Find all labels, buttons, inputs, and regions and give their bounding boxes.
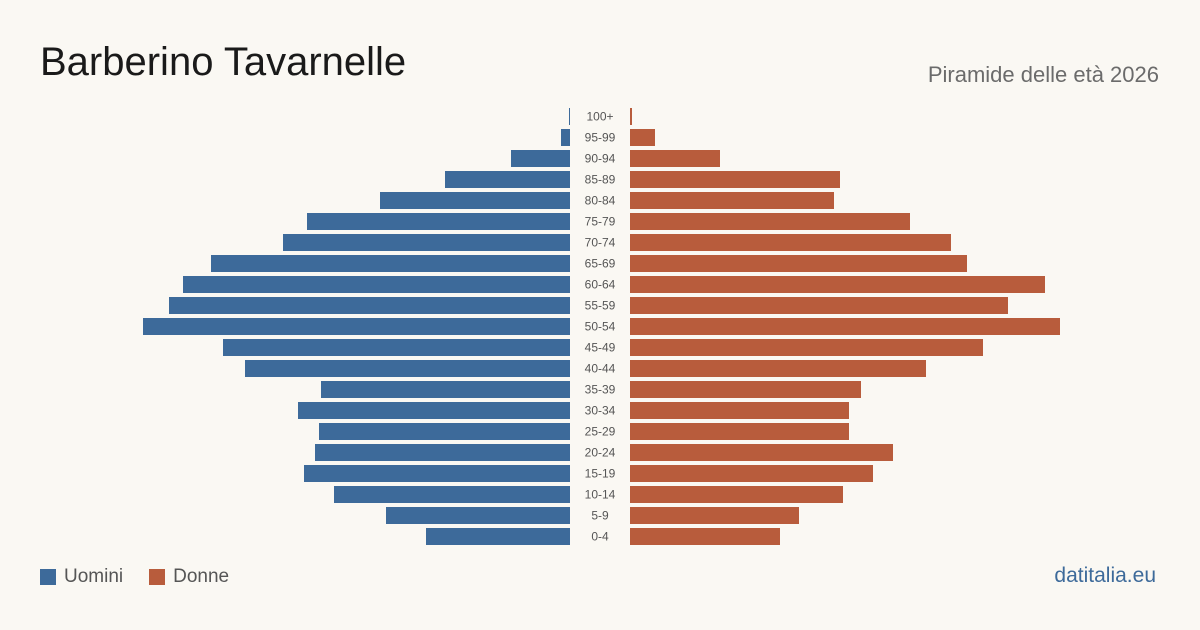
bar-women-100plus [630,108,632,125]
age-label-90-94: 90-94 [585,152,616,166]
bar-women-70-74 [630,234,951,251]
bar-men-90-94 [511,150,570,167]
bar-women-5-9 [630,507,799,524]
age-label-35-39: 35-39 [585,383,616,397]
bar-men-25-29 [319,423,570,440]
bar-men-40-44 [245,360,570,377]
age-label-50-54: 50-54 [585,320,616,334]
bar-women-15-19 [630,465,873,482]
legend-swatch-men [40,569,56,585]
age-label-0-4: 0-4 [591,530,609,544]
bar-men-35-39 [321,381,570,398]
bar-men-20-24 [315,444,570,461]
bar-men-85-89 [445,171,570,188]
bar-women-65-69 [630,255,967,272]
age-label-100plus: 100+ [586,110,613,124]
bar-women-75-79 [630,213,910,230]
source-link[interactable]: datitalia.eu [1054,564,1156,587]
age-label-55-59: 55-59 [585,299,616,313]
bar-women-0-4 [630,528,780,545]
age-label-20-24: 20-24 [585,446,616,460]
age-label-30-34: 30-34 [585,404,616,418]
age-label-15-19: 15-19 [585,467,616,481]
age-label-85-89: 85-89 [585,173,616,187]
bar-men-15-19 [304,465,570,482]
bar-men-75-79 [307,213,570,230]
age-label-70-74: 70-74 [585,236,616,250]
bar-women-95-99 [630,129,655,146]
chart-title: Barberino Tavarnelle [40,40,407,84]
chart-subtitle: Piramide delle età 2026 [927,62,1159,87]
bar-men-70-74 [283,234,570,251]
bar-women-90-94 [630,150,720,167]
legend: Uomini Donne [40,566,255,588]
bar-men-50-54 [143,318,570,335]
bar-women-25-29 [630,423,849,440]
age-label-65-69: 65-69 [585,257,616,271]
legend-item-women: Donne [149,566,229,588]
bar-men-10-14 [334,486,570,503]
bar-women-30-34 [630,402,849,419]
bar-men-30-34 [298,402,570,419]
legend-label-men: Uomini [64,566,124,587]
bar-men-100plus [569,108,570,125]
legend-swatch-women [149,569,166,585]
age-label-75-79: 75-79 [585,215,616,229]
bar-women-60-64 [630,276,1045,293]
bar-women-20-24 [630,444,893,461]
age-label-45-49: 45-49 [585,341,616,355]
bar-men-45-49 [223,339,570,356]
bar-women-40-44 [630,360,926,377]
bar-women-45-49 [630,339,983,356]
bar-men-65-69 [211,255,570,272]
age-label-60-64: 60-64 [585,278,616,292]
bar-women-50-54 [630,318,1060,335]
bar-men-5-9 [386,507,570,524]
bar-men-0-4 [426,528,570,545]
age-label-95-99: 95-99 [585,131,616,145]
legend-label-women: Donne [173,566,230,587]
bar-men-80-84 [380,192,570,209]
bar-women-35-39 [630,381,861,398]
age-label-40-44: 40-44 [585,362,616,376]
age-label-25-29: 25-29 [585,425,616,439]
age-label-80-84: 80-84 [585,194,616,208]
bar-women-55-59 [630,297,1008,314]
bar-men-60-64 [183,276,570,293]
bar-women-10-14 [630,486,843,503]
bar-women-80-84 [630,192,834,209]
bar-women-85-89 [630,171,840,188]
age-label-5-9: 5-9 [591,509,609,523]
age-label-10-14: 10-14 [585,488,616,502]
legend-item-men: Uomini [40,566,123,588]
bar-men-95-99 [561,129,570,146]
bar-men-55-59 [169,297,570,314]
